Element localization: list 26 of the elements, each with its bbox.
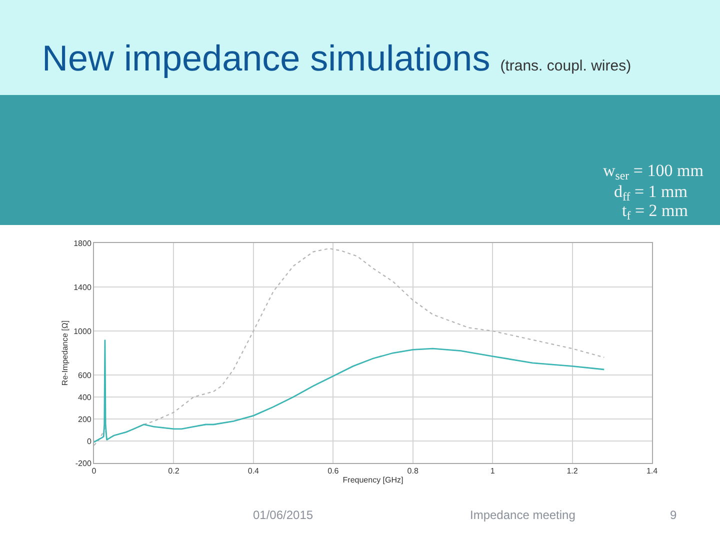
y-tick-label: 1800 <box>74 238 92 248</box>
x-tick-label: 0.4 <box>248 466 260 476</box>
text: 9 <box>670 508 677 522</box>
x-tick-label: 0.6 <box>328 466 340 476</box>
y-axis-title: Re-Impedance [Ω] <box>60 320 70 386</box>
line-series <box>94 339 605 443</box>
y-tick-label: 400 <box>78 392 92 402</box>
y-tick-label: -200 <box>75 458 92 468</box>
chart-title: New impedance simulations <box>42 38 490 79</box>
y-tick-label: 0 <box>86 436 92 446</box>
text: Impedance meeting <box>470 508 576 522</box>
y-tick-label: 600 <box>78 370 92 380</box>
chart-subtitle: (trans. coupl. wires) <box>500 58 632 75</box>
x-tick-label: 1.2 <box>566 466 578 476</box>
x-tick-label: 0.8 <box>407 466 419 476</box>
x-tick-label: 0.2 <box>168 466 180 476</box>
x-tick-label: 1.4 <box>646 466 658 476</box>
y-tick-label: 200 <box>78 414 92 424</box>
text: t$_{f}$ = 2 mm <box>622 201 688 223</box>
x-axis-title: Frequency [GHz] <box>342 476 404 485</box>
y-tick-label: 1400 <box>74 282 92 292</box>
text: w$_{ser}$ = 100 mm <box>603 161 704 183</box>
text: 01/06/2015 <box>253 508 314 522</box>
text: d$_{ff}$ = 1 mm <box>614 182 688 204</box>
y-tick-label: 1000 <box>74 326 92 336</box>
x-tick-label: 1 <box>490 466 496 476</box>
